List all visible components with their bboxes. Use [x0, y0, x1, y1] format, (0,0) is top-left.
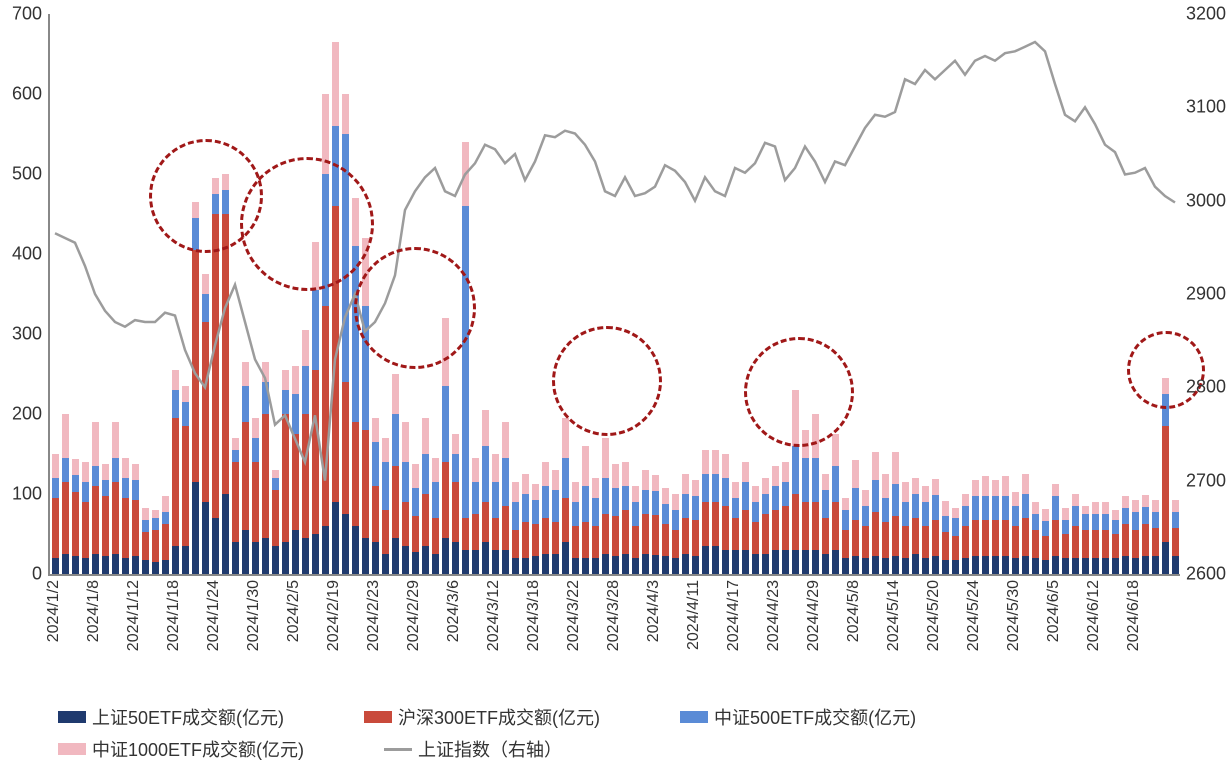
- x-tick: 2024/3/6: [445, 580, 463, 642]
- legend-label: 中证1000ETF成交额(亿元): [92, 736, 304, 762]
- x-tick: 2024/4/3: [645, 580, 663, 642]
- legend-swatch: [58, 711, 86, 723]
- x-tick: 2024/5/20: [925, 580, 943, 651]
- legend-swatch: [364, 711, 392, 723]
- legend-item-csi1000: 中证1000ETF成交额(亿元): [58, 736, 304, 762]
- y-left-tick: 600: [12, 84, 42, 105]
- legend-item-csi300: 沪深300ETF成交额(亿元): [364, 704, 600, 730]
- x-tick: 2024/2/29: [405, 580, 423, 651]
- y-left-tick: 700: [12, 4, 42, 25]
- x-tick: 2024/6/5: [1045, 580, 1063, 642]
- legend-swatch: [384, 748, 412, 751]
- highlight-circle: [240, 157, 374, 291]
- x-tick: 2024/4/29: [805, 580, 823, 651]
- legend-swatch: [58, 743, 86, 755]
- x-tick: 2024/2/5: [285, 580, 303, 642]
- y-right-tick: 2600: [1186, 564, 1226, 585]
- legend-label: 上证50ETF成交额(亿元): [92, 704, 284, 730]
- y-right-tick: 2900: [1186, 284, 1226, 305]
- x-tick: 2024/3/22: [565, 580, 583, 651]
- x-tick: 2024/5/8: [845, 580, 863, 642]
- legend: 上证50ETF成交额(亿元) 沪深300ETF成交额(亿元) 中证500ETF成交额…: [58, 704, 1208, 768]
- legend-swatch: [680, 711, 708, 723]
- y-left-tick: 200: [12, 404, 42, 425]
- y-right-tick: 3000: [1186, 190, 1226, 211]
- x-tick: 2024/5/30: [1005, 580, 1023, 651]
- x-tick: 2024/2/23: [365, 580, 383, 651]
- y-axis-left: 0100200300400500600700: [0, 14, 42, 574]
- etf-turnover-chart: 0 100 200 300 400 500 600 700 2600 2700 2800 2900 3…: [0, 0, 1231, 757]
- y-left-tick: 0: [32, 564, 42, 585]
- highlight-circle: [354, 247, 476, 369]
- x-tick: 2024/1/24: [205, 580, 223, 651]
- x-tick: 2024/1/12: [125, 580, 143, 651]
- x-tick: 2024/3/12: [485, 580, 503, 651]
- x-tick: 2024/1/2: [45, 580, 63, 642]
- highlight-circle: [744, 337, 854, 447]
- x-tick: 2024/3/18: [525, 580, 543, 651]
- x-tick: 2024/5/24: [965, 580, 983, 651]
- y-right-tick: 2800: [1186, 377, 1226, 398]
- y-right-tick: 3200: [1186, 4, 1226, 25]
- x-tick: 2024/1/8: [85, 580, 103, 642]
- legend-label: 沪深300ETF成交额(亿元): [398, 704, 600, 730]
- x-tick: 2024/4/17: [725, 580, 743, 651]
- y-axis-right: 2600270028002900300031003200: [1186, 14, 1231, 574]
- y-left-tick: 400: [12, 244, 42, 265]
- plot-area: [48, 14, 1180, 576]
- x-tick: 2024/1/18: [165, 580, 183, 651]
- x-tick: 2024/1/30: [245, 580, 263, 651]
- y-left-tick: 500: [12, 164, 42, 185]
- y-left-tick: 100: [12, 484, 42, 505]
- legend-label: 上证指数（右轴）: [418, 736, 562, 762]
- legend-item-index: 上证指数（右轴）: [384, 736, 562, 762]
- legend-item-sse50: 上证50ETF成交额(亿元): [58, 704, 284, 730]
- legend-label: 中证500ETF成交额(亿元): [714, 704, 916, 730]
- x-tick: 2024/2/19: [325, 580, 343, 651]
- x-tick: 2024/6/12: [1085, 580, 1103, 651]
- x-tick: 2024/3/28: [605, 580, 623, 651]
- x-tick: 2024/6/18: [1125, 580, 1143, 651]
- y-left-tick: 300: [12, 324, 42, 345]
- x-tick: 2024/4/23: [765, 580, 783, 651]
- highlight-circle: [552, 326, 662, 436]
- index-line-svg: [50, 14, 1180, 574]
- y-right-tick: 3100: [1186, 97, 1226, 118]
- x-tick: 2024/5/14: [885, 580, 903, 651]
- x-tick: 2024/4/11: [685, 580, 703, 650]
- x-axis: 2024/1/2 2024/1/8 2024/1/12 2024/1/18 2024/1…: [48, 580, 1178, 700]
- y-right-tick: 2700: [1186, 470, 1226, 491]
- legend-item-csi500: 中证500ETF成交额(亿元): [680, 704, 916, 730]
